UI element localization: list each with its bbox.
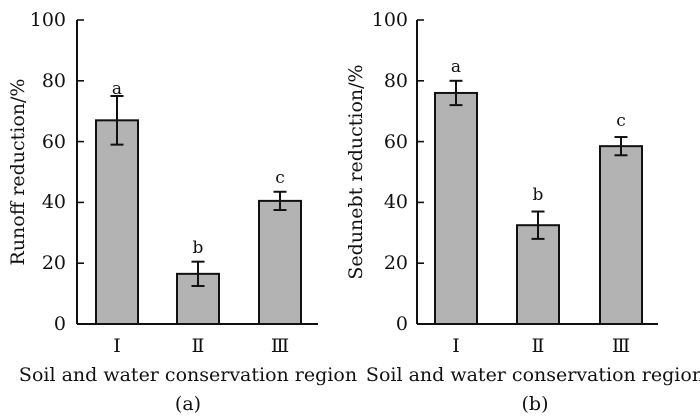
x-axis-title: Soil and water conservation region <box>19 364 357 386</box>
significance-letter: c <box>616 111 626 131</box>
y-tick-label: 20 <box>42 252 66 274</box>
significance-letter: b <box>533 185 544 205</box>
significance-letter: b <box>193 238 204 258</box>
y-tick-label: 80 <box>384 70 408 92</box>
x-tick-label: Ⅱ <box>192 335 205 357</box>
y-tick-label: 60 <box>42 131 66 153</box>
panel-label: (b) <box>522 393 549 415</box>
y-tick-label: 40 <box>384 191 408 213</box>
x-tick-label: Ⅲ <box>271 335 289 357</box>
y-tick-label: 60 <box>384 131 408 153</box>
y-tick-label: 40 <box>42 191 66 213</box>
significance-letter: a <box>451 57 461 77</box>
x-tick-label: Ⅰ <box>452 335 460 357</box>
bar <box>258 199 302 326</box>
bar <box>95 119 139 325</box>
y-axis-title: Runoff reduction/% <box>7 79 29 266</box>
bar <box>434 91 478 325</box>
y-tick-label: 0 <box>396 313 408 335</box>
x-tick-label: Ⅲ <box>612 335 630 357</box>
bar <box>516 224 560 325</box>
x-axis-title: Soil and water conservation region <box>366 364 700 386</box>
y-tick-label: 0 <box>54 313 66 335</box>
chart-panel-b: 0 20 40 60 80 100 Ⅰ Ⅱ Ⅲ a b c Sedunebt r… <box>345 9 700 415</box>
y-tick-label: 20 <box>384 252 408 274</box>
y-tick-label: 100 <box>30 9 66 31</box>
y-tick-label: 100 <box>372 9 408 31</box>
y-tick-label: 80 <box>42 70 66 92</box>
bar <box>599 145 643 325</box>
chart-panel-a: 0 20 40 60 80 100 Ⅰ Ⅱ Ⅲ a b c Runoff red… <box>7 9 357 415</box>
significance-letter: c <box>275 168 285 188</box>
y-axis-title: Sedunebt reduction/% <box>345 64 367 279</box>
significance-letter: a <box>112 79 122 99</box>
x-tick-label: Ⅱ <box>532 335 545 357</box>
panel-label: (a) <box>175 393 201 415</box>
x-tick-label: Ⅰ <box>113 335 121 357</box>
